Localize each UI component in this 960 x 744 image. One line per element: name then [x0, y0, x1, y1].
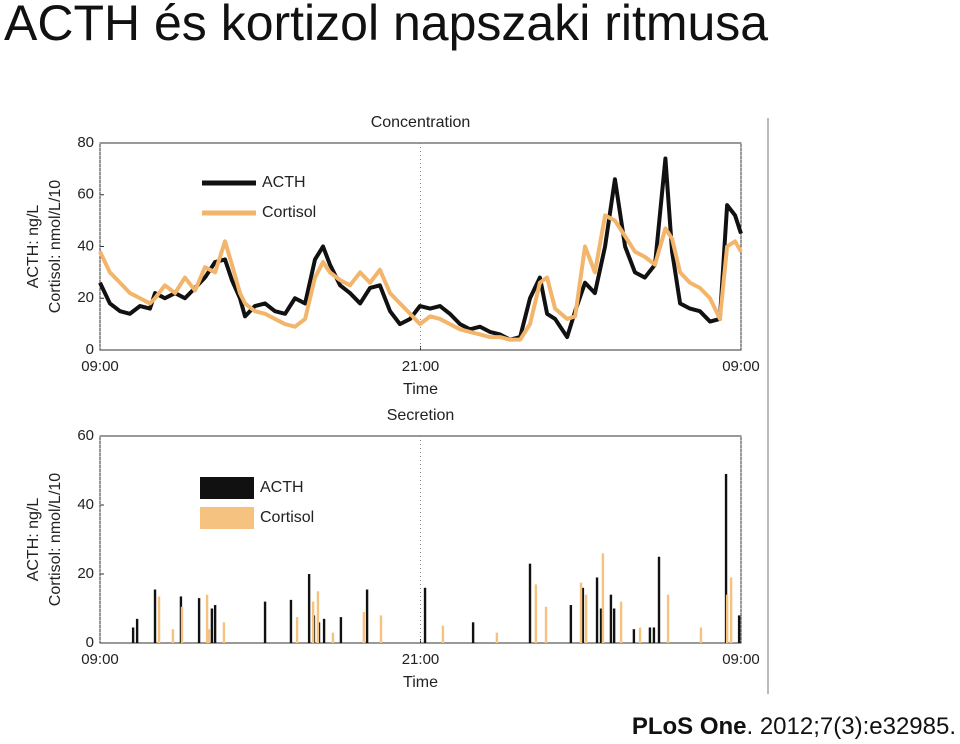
secretion-bar — [153, 589, 157, 643]
secretion-bar — [157, 596, 161, 643]
x-tick-label: 21:00 — [402, 358, 440, 375]
secretion-bar — [180, 606, 184, 643]
x-axis-label: Time — [403, 381, 438, 398]
x-tick-label: 09:00 — [722, 358, 760, 375]
y-tick-label: 80 — [77, 134, 94, 151]
secretion-bar — [581, 587, 585, 643]
secretion-bar — [729, 577, 733, 643]
secretion-bar — [595, 577, 599, 643]
secretion-bar — [579, 582, 583, 643]
legend-label: ACTH — [260, 479, 304, 496]
series-line — [98, 213, 743, 342]
secretion-bar — [638, 627, 642, 643]
secretion-bar — [632, 629, 636, 643]
x-axis-label: Time — [403, 674, 438, 691]
secretion-bar — [205, 594, 209, 643]
y-axis-label: ACTH: ng/L — [25, 205, 42, 289]
secretion-bar — [322, 618, 326, 643]
secretion-bar — [666, 594, 670, 643]
secretion-bar — [609, 594, 613, 643]
secretion-bar — [619, 601, 623, 643]
secretion-bar — [495, 632, 499, 643]
secretion-bar — [295, 617, 299, 643]
x-tick-label: 21:00 — [402, 651, 440, 668]
secretion-bar — [311, 601, 315, 643]
y-tick-label: 60 — [77, 186, 94, 203]
citation-rest: . 2012;7(3):e32985. — [747, 713, 957, 740]
secretion-bar — [213, 605, 217, 643]
secretion-bar — [569, 605, 573, 643]
legend-label: ACTH — [262, 174, 306, 191]
secretion-bar — [528, 563, 532, 643]
secretion-bar — [657, 556, 661, 643]
y-tick-label: 40 — [77, 496, 94, 513]
secretion-bar — [737, 615, 741, 643]
secretion-bar — [423, 587, 427, 643]
citation-journal: PLoS One — [632, 713, 747, 740]
y-tick-label: 60 — [77, 427, 94, 444]
legend-swatch — [200, 507, 254, 529]
secretion-bar — [316, 591, 320, 643]
slide-title: ACTH és kortizol napszaki ritmusa — [4, 0, 768, 51]
x-tick-label: 09:00 — [722, 651, 760, 668]
legend-label: Cortisol — [260, 509, 314, 526]
y-tick-label: 20 — [77, 289, 94, 306]
x-tick-label: 09:00 — [81, 651, 119, 668]
y-axis-label: Cortisol: nmol/L/10 — [47, 473, 64, 606]
chart-title: Secretion — [387, 407, 455, 424]
secretion-bar — [584, 594, 588, 643]
series-line — [98, 156, 743, 342]
secretion-bar — [331, 632, 335, 643]
secretion-bar — [365, 589, 369, 643]
plot-frame — [99, 142, 742, 351]
secretion-bar — [699, 627, 703, 643]
secretion-bar — [379, 615, 383, 643]
y-tick-label: 0 — [86, 341, 94, 358]
secretion-bar — [263, 601, 267, 643]
secretion-bar — [210, 608, 214, 643]
secretion-bar — [725, 594, 729, 643]
secretion-bar — [197, 598, 201, 643]
secretion-bar — [289, 599, 293, 643]
secretion-bar — [307, 574, 311, 643]
secretion-bar — [612, 608, 616, 643]
secretion-bar — [339, 617, 343, 643]
secretion-bar — [471, 622, 475, 643]
legend-swatch — [200, 477, 254, 499]
secretion-bar — [207, 629, 211, 643]
legend-label: Cortisol — [262, 204, 316, 221]
secretion-bar — [171, 629, 175, 643]
secretion-bar — [131, 627, 135, 643]
secretion-bar — [599, 608, 603, 643]
secretion-bar — [534, 584, 538, 643]
y-tick-label: 40 — [77, 237, 94, 254]
citation: PLoS One. 2012;7(3):e32985. — [632, 713, 956, 740]
x-tick-label: 09:00 — [81, 358, 119, 375]
secretion-bar — [724, 473, 728, 643]
chart-title: Concentration — [371, 114, 471, 131]
secretion-bar — [652, 627, 656, 643]
secretion-bar — [441, 625, 445, 643]
secretion-bar — [135, 618, 139, 643]
y-axis-label: Cortisol: nmol/L/10 — [47, 180, 64, 313]
secretion-bar — [362, 611, 366, 643]
y-tick-label: 20 — [77, 565, 94, 582]
secretion-bar — [222, 622, 226, 643]
secretion-bar — [601, 553, 605, 643]
secretion-bar — [648, 627, 652, 643]
secretion-bar — [544, 606, 548, 643]
y-tick-label: 0 — [86, 634, 94, 651]
plot-frame — [99, 435, 742, 644]
y-axis-label: ACTH: ng/L — [25, 498, 42, 582]
